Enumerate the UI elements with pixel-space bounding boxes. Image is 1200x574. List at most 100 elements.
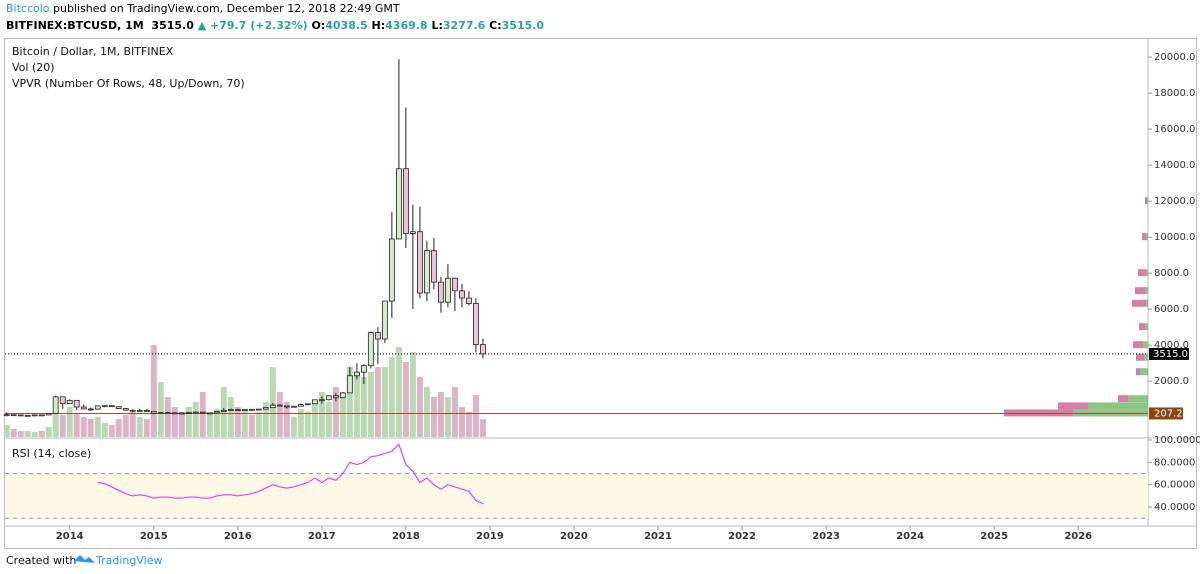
volume-bar [94, 417, 101, 437]
publish-info: published on TradingView.com, December 1… [49, 2, 400, 15]
candle-body [171, 412, 178, 415]
vpvr-down [1138, 269, 1146, 277]
candle-body [10, 414, 17, 417]
candle-body [283, 405, 290, 408]
candle-body [136, 409, 143, 412]
candle-body [262, 407, 269, 410]
x-tick-label: 2017 [308, 531, 336, 542]
candle-body [466, 297, 472, 304]
candle-body [255, 408, 262, 411]
volume-title: Vol (20) [12, 61, 55, 74]
y-tick-label: 4000.0 [1154, 340, 1189, 351]
volume-bar [437, 392, 444, 437]
volume-bar [416, 377, 423, 437]
volume-bar [388, 357, 395, 437]
y-tick-label: 12000.0 [1154, 196, 1195, 207]
volume-bar [430, 397, 437, 437]
volume-bar [276, 392, 283, 437]
volume-bar [80, 417, 87, 437]
frame [4, 38, 1197, 549]
candle-body [227, 409, 234, 411]
volume-bar [157, 382, 164, 437]
y-tick-label: 8000.0 [1154, 268, 1189, 279]
l-label: L: [431, 19, 443, 32]
volume-bar [150, 345, 157, 437]
candle-body [402, 168, 409, 234]
symbol-line: BITFINEX:BTCUSD, 1M 3515.0 ▲ +79.7 (+2.3… [6, 19, 544, 32]
candle-body [269, 404, 276, 409]
y-tick-label: 60.0000 [1154, 480, 1195, 491]
low: 3277.6 [442, 19, 486, 32]
candle-body [164, 412, 171, 415]
y-tick-label: 2000.0 [1154, 376, 1189, 387]
candle-body [101, 405, 108, 408]
volume-bar [241, 409, 248, 437]
open: 4038.5 [325, 19, 368, 32]
y-tick-label: 40.0000 [1154, 502, 1195, 513]
rsi-band-fill [5, 473, 1148, 519]
y-tick-label: 18000.0 [1154, 88, 1195, 99]
candle-body [297, 404, 304, 407]
volume-bar [213, 409, 220, 437]
volume-bar [311, 402, 318, 437]
y-tick-label: 14000.0 [1154, 160, 1195, 171]
volume-bar [234, 407, 241, 437]
volume-bar [360, 377, 367, 437]
candle-body [424, 250, 430, 294]
x-tick-label: 2026 [1064, 531, 1092, 542]
volume-bar [3, 425, 10, 437]
x-tick-label: 2016 [224, 531, 252, 542]
vpvr-down [1136, 353, 1144, 361]
vpvr-up [1147, 197, 1148, 205]
vpvr-down [1133, 341, 1143, 349]
candle-body [396, 168, 402, 240]
vpvr-up [1145, 287, 1148, 295]
candle-body [3, 414, 10, 417]
candle-body [213, 411, 220, 414]
close: 3515.0 [501, 19, 545, 32]
last-price-box [1149, 347, 1189, 360]
footer-brand[interactable]: TradingView [95, 554, 162, 567]
volume-bar [304, 412, 311, 437]
x-tick-label: 2020 [560, 531, 588, 542]
volume-bar [115, 419, 122, 437]
candle-body [17, 414, 24, 417]
volume-bar [297, 409, 304, 437]
volume-bar [59, 415, 66, 437]
candle-body [360, 365, 367, 373]
rsi-title: RSI (14, close) [12, 447, 91, 460]
candle-body [185, 412, 192, 414]
y-tick-label: 10000.0 [1154, 232, 1195, 243]
x-tick-label: 2024 [896, 531, 924, 542]
candle-body [199, 411, 206, 414]
candle-body [206, 412, 213, 415]
vpvr-down [1132, 299, 1146, 307]
vpvr-up [1144, 353, 1148, 361]
candle-body [388, 238, 395, 302]
footer-created: Created with [6, 554, 76, 567]
volume-bar [171, 407, 178, 437]
volume-bar [283, 402, 290, 437]
candle-body [87, 408, 94, 411]
symbol: BITFINEX:BTCUSD, 1M [6, 19, 144, 32]
vpvr-up [1128, 395, 1148, 403]
volume-bar [136, 417, 143, 437]
candle-body [108, 405, 115, 408]
volume-bar [143, 419, 150, 437]
y-tick-label: 20000.0 [1154, 52, 1195, 63]
volume-bar [479, 419, 486, 437]
x-tick-label: 2025 [980, 531, 1008, 542]
vpvr-down [1118, 395, 1128, 403]
x-tick-label: 2014 [56, 531, 84, 542]
vpvr-up [1146, 269, 1148, 277]
candle-body [438, 281, 444, 303]
candle-body [31, 414, 38, 417]
candle-body [115, 406, 122, 409]
candle-body [367, 332, 374, 367]
candle-body [459, 290, 465, 299]
x-tick-label: 2022 [728, 531, 756, 542]
volume-bar [178, 412, 185, 437]
volume-bar [45, 427, 52, 437]
publisher-link[interactable]: Bitccolo [6, 2, 50, 15]
change: ▲ +79.7 (+2.32%) [197, 19, 308, 32]
